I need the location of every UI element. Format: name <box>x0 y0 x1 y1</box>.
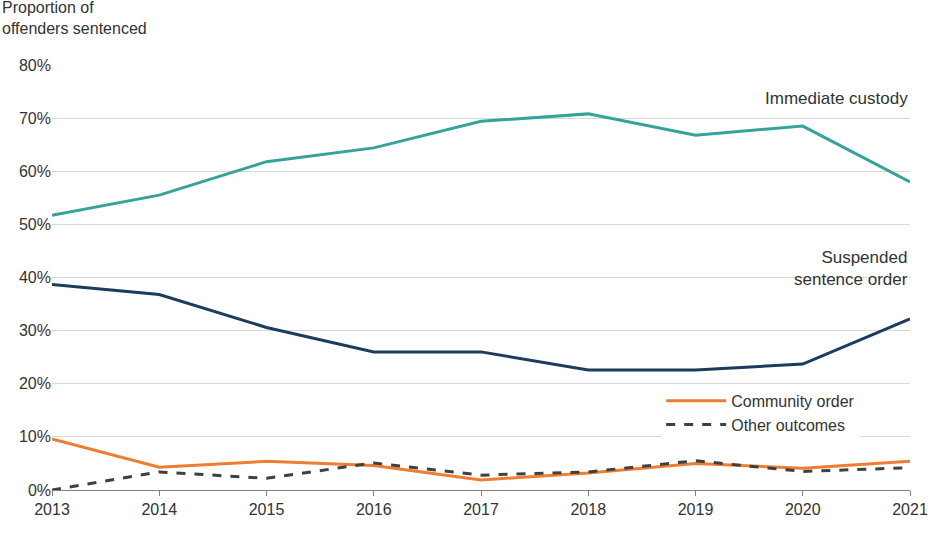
svg-text:2017: 2017 <box>463 501 499 518</box>
svg-text:Community order: Community order <box>731 393 854 410</box>
svg-text:Immediate custody: Immediate custody <box>765 89 908 108</box>
svg-text:40%: 40% <box>19 269 51 286</box>
svg-text:2021: 2021 <box>892 501 928 518</box>
svg-text:2018: 2018 <box>570 501 606 518</box>
svg-text:10%: 10% <box>19 428 51 445</box>
svg-text:Other outcomes: Other outcomes <box>731 417 845 434</box>
svg-text:2014: 2014 <box>141 501 177 518</box>
svg-text:2019: 2019 <box>678 501 714 518</box>
svg-text:60%: 60% <box>19 163 51 180</box>
svg-text:0%: 0% <box>28 482 51 499</box>
svg-text:20%: 20% <box>19 375 51 392</box>
svg-text:2016: 2016 <box>356 501 392 518</box>
svg-text:Suspendedsentence order: Suspendedsentence order <box>794 248 908 289</box>
svg-text:Proportion ofoffenders sentenc: Proportion ofoffenders sentenced <box>2 0 147 37</box>
svg-text:80%: 80% <box>19 57 51 74</box>
svg-text:70%: 70% <box>19 110 51 127</box>
svg-text:2013: 2013 <box>34 501 70 518</box>
svg-text:2015: 2015 <box>249 501 285 518</box>
svg-text:50%: 50% <box>19 216 51 233</box>
svg-text:30%: 30% <box>19 322 51 339</box>
svg-text:2020: 2020 <box>785 501 821 518</box>
